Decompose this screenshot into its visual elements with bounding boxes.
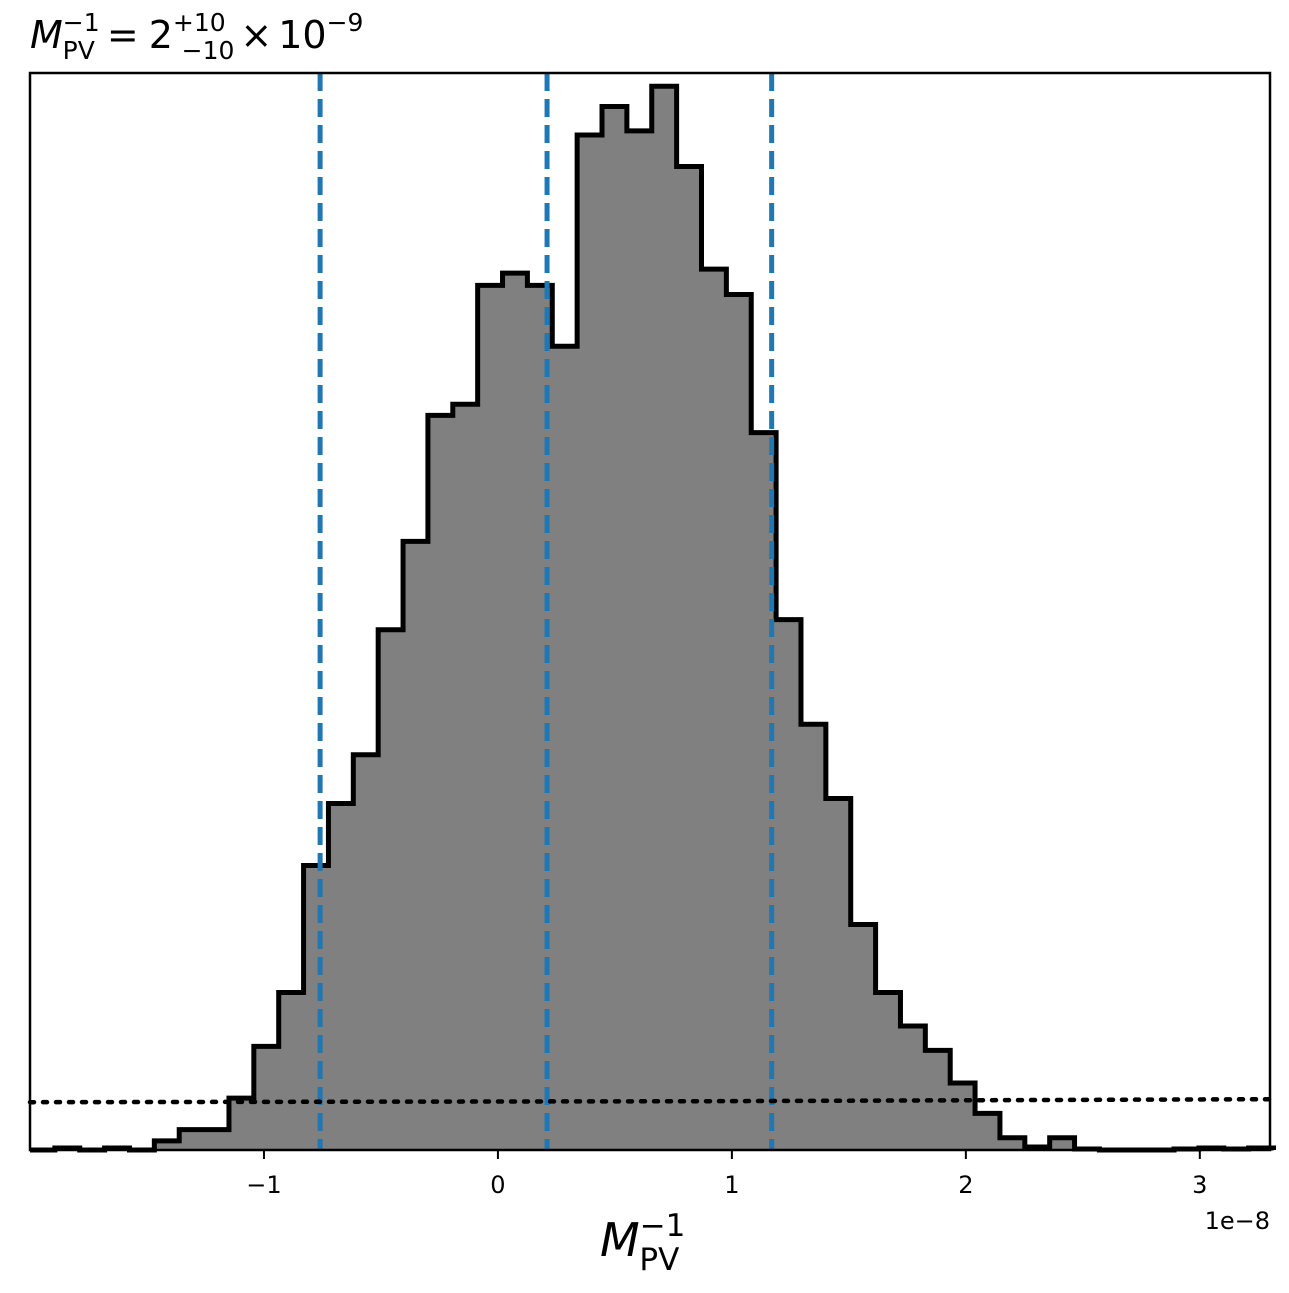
histogram-bar <box>427 415 454 1150</box>
title-power-base: 10 <box>278 13 326 57</box>
histogram-bar <box>776 619 802 1150</box>
histogram-bar <box>975 1113 1001 1150</box>
histogram-bar <box>825 798 852 1150</box>
chart-title: M−1 PV = 2+10 −10 × 10−9 <box>30 8 363 65</box>
histogram-bars <box>54 86 1275 1151</box>
title-equals: = <box>107 13 139 57</box>
x-axis-label: M−1 PV <box>600 1208 685 1278</box>
histogram-bar <box>726 294 752 1150</box>
histogram-bar <box>900 1026 926 1150</box>
histogram-bar <box>577 134 603 1151</box>
histogram-bar <box>1049 1137 1076 1150</box>
histogram-bar <box>353 754 379 1150</box>
title-times: × <box>240 13 272 57</box>
histogram-bar <box>626 130 653 1150</box>
histogram-bar <box>800 724 827 1150</box>
histogram-bar <box>179 1129 205 1150</box>
histogram-bar <box>154 1140 180 1150</box>
histogram-bar <box>303 865 330 1150</box>
histogram-bar <box>651 86 678 1151</box>
x-axis: −1 0 1 2 3 <box>246 1150 1207 1199</box>
xlabel-subscript: PV <box>639 1242 679 1278</box>
histogram-bar <box>278 992 305 1150</box>
plot-frame <box>28 71 1272 1152</box>
histogram-bar <box>477 285 504 1151</box>
histogram-bar <box>527 285 553 1151</box>
histogram-bar <box>452 404 479 1151</box>
histogram-bar <box>403 541 429 1150</box>
histogram-bar <box>552 346 578 1150</box>
x-offset-label: 1e−8 <box>1205 1207 1270 1235</box>
title-value: 2 <box>149 13 173 57</box>
title-lower-err: −10 <box>182 36 235 65</box>
histogram-bar <box>602 106 628 1150</box>
title-power-exp: −9 <box>327 8 364 37</box>
histogram-bar <box>328 803 354 1150</box>
title-subscript: PV <box>63 36 95 65</box>
histogram-bar <box>850 924 877 1150</box>
histogram-bar <box>253 1046 280 1150</box>
title-symbol: M <box>30 13 63 57</box>
quantile-lines <box>317 73 775 1150</box>
histogram-bar <box>378 629 404 1150</box>
histogram-outline <box>30 83 1277 1153</box>
reference-dotted-line <box>27 1096 1273 1105</box>
x-tick-label: 1 <box>724 1171 739 1199</box>
title-superscript: −1 <box>63 8 100 37</box>
x-tick-label: −1 <box>246 1171 281 1199</box>
histogram-bar <box>676 166 703 1151</box>
histogram-bar <box>701 269 727 1151</box>
histogram-bar <box>950 1082 976 1150</box>
x-tick-label: 2 <box>958 1171 973 1199</box>
histogram-bar <box>204 1129 230 1150</box>
xlabel-symbol: M <box>600 1213 640 1267</box>
histogram-bar <box>875 992 902 1150</box>
histogram-bar <box>999 1137 1026 1150</box>
x-tick-label: 0 <box>490 1171 505 1199</box>
xlabel-superscript: −1 <box>640 1208 686 1244</box>
histogram-bar <box>502 273 528 1150</box>
histogram-bar <box>228 1098 255 1150</box>
x-tick-label: 3 <box>1192 1171 1207 1199</box>
title-upper-err: +10 <box>173 8 226 37</box>
